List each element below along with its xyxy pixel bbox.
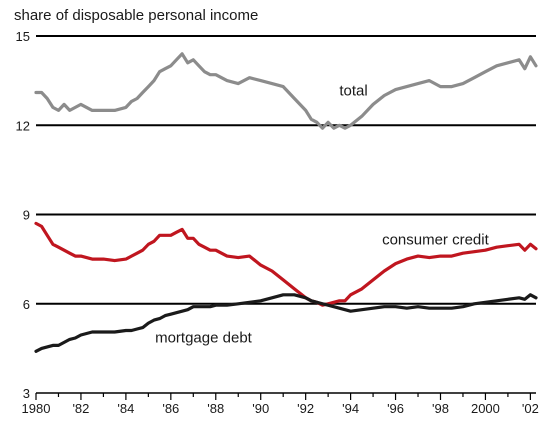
x-tick-label-2002: '02 <box>522 401 539 416</box>
series-line-consumer-credit <box>34 221 538 307</box>
y-tick-label-15: 15 <box>16 29 30 44</box>
x-tick-label-1990: '90 <box>252 401 269 416</box>
x-tick-label-1984: '84 <box>117 401 134 416</box>
x-tick-label-1992: '92 <box>297 401 314 416</box>
series-layer <box>34 52 538 353</box>
label-consumer-credit: consumer credit <box>382 231 490 248</box>
series-line-mortgage-debt <box>34 293 538 353</box>
x-tick-label-1986: '86 <box>162 401 179 416</box>
series-line-total <box>34 52 538 130</box>
y-tick-label-9: 9 <box>23 208 30 223</box>
x-tick-label-2000: 2000 <box>471 401 500 416</box>
x-tick-label-1982: '82 <box>72 401 89 416</box>
x-tick-label-1980: 1980 <box>22 401 51 416</box>
y-tick-label-6: 6 <box>23 297 30 312</box>
annotations: total consumer credit mortgage debt <box>155 83 490 347</box>
gridlines <box>36 35 536 305</box>
axes: 3 6 9 12 15 1980 '82 '84 '86 '88 '90 '92 '94 '96 '98 20… <box>16 29 539 416</box>
label-mortgage-debt: mortgage debt <box>155 329 253 346</box>
label-total: total <box>339 83 367 100</box>
y-axis-label: share of disposable personal income <box>14 7 258 24</box>
x-tick-label-1994: '94 <box>342 401 359 416</box>
x-tick-label-1998: '98 <box>432 401 449 416</box>
x-tick-label-1996: '96 <box>387 401 404 416</box>
y-tick-label-12: 12 <box>16 118 30 133</box>
x-tick-label-1988: '88 <box>207 401 224 416</box>
y-tick-label-3: 3 <box>23 386 30 401</box>
